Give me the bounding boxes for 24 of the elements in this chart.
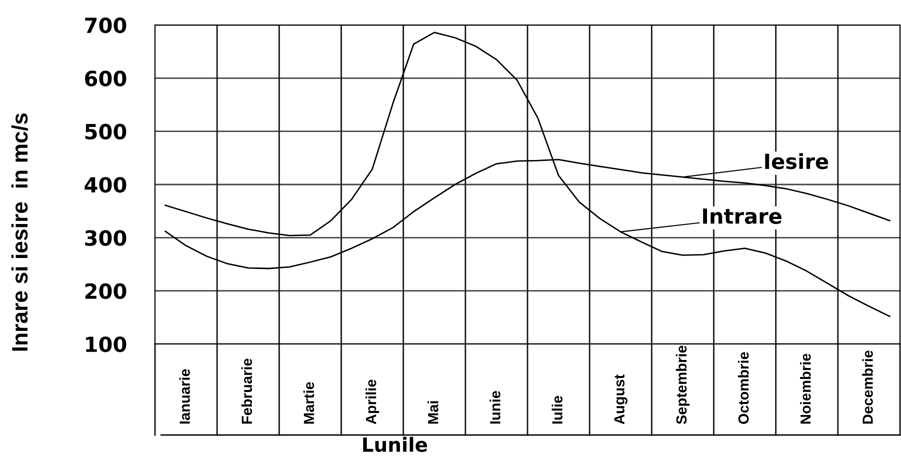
x-tick-label: Iulie [552, 396, 562, 424]
x-tick-label: Martie [303, 382, 314, 424]
x-tick-label: August [614, 374, 628, 424]
y-tick-label: 700 [85, 17, 126, 34]
y-axis-title: Inrare si iesire in mc/s [11, 113, 28, 351]
x-tick-label: Februarie [241, 358, 252, 424]
x-tick-label: Septembrie [676, 346, 690, 424]
annotation: Iesire [765, 153, 828, 170]
x-tick-label: Decembrie [862, 350, 873, 424]
y-tick-label: 100 [86, 336, 126, 352]
y-tick-label: 500 [85, 124, 126, 140]
y-tick-label: 600 [85, 70, 126, 86]
x-tick-label: Aprilie [365, 380, 380, 424]
y-tick-label: 400 [84, 176, 126, 193]
x-tick-label: Iunie [490, 391, 500, 424]
annotation: Intrare [703, 208, 782, 224]
line-series [164, 32, 890, 318]
x-tick-label: Mai [428, 401, 438, 424]
x-tick-label: Octombrie [738, 352, 749, 424]
x-tick-label: Ianuarie [179, 369, 190, 424]
y-tick-label: 300 [85, 230, 126, 246]
x-tick-label: Noiembrie [800, 354, 811, 424]
y-tick-label: 200 [85, 283, 126, 300]
x-axis-title: Lunile [363, 436, 428, 452]
